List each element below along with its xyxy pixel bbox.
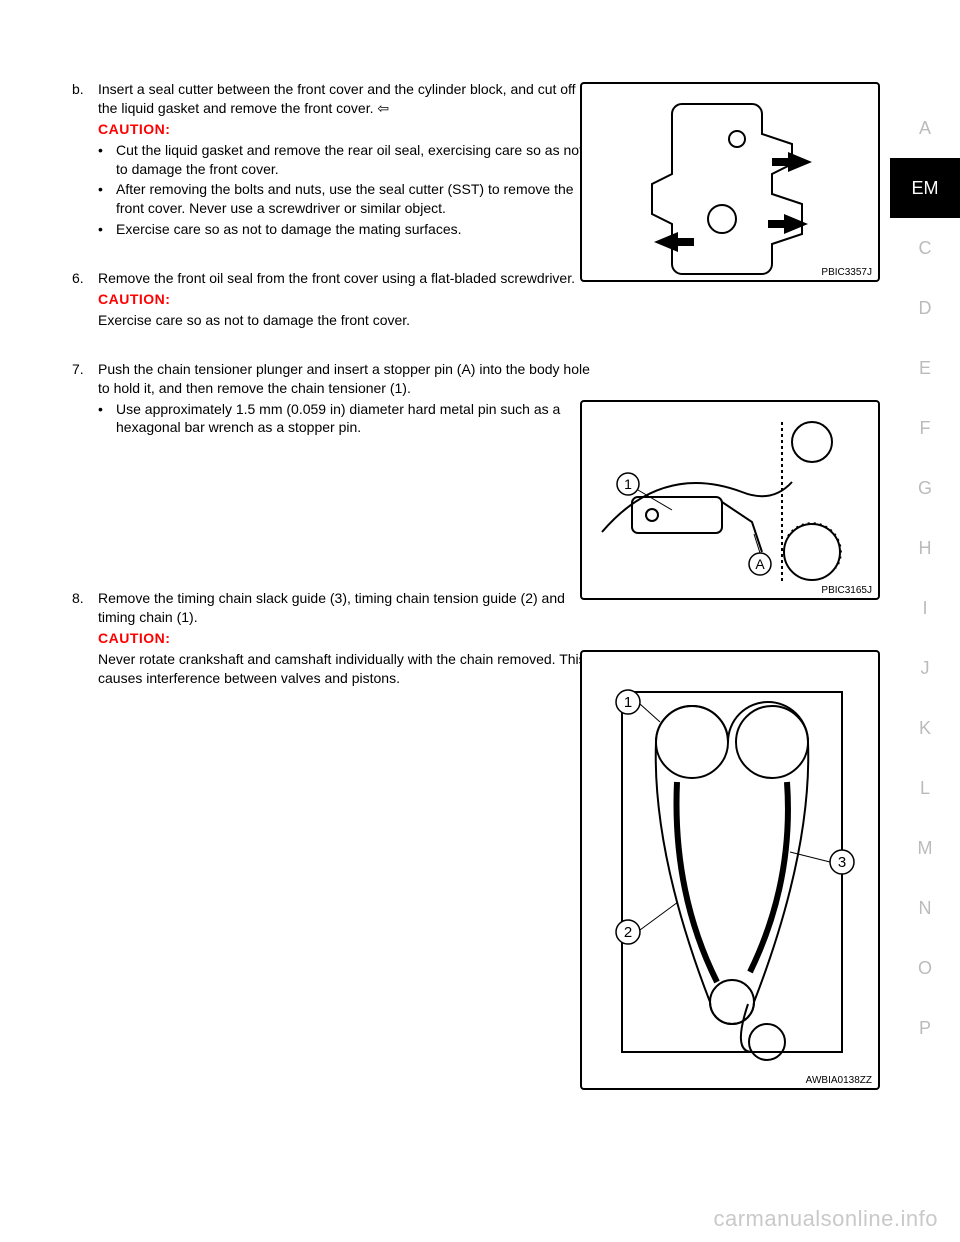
callout-a-label: A bbox=[755, 556, 765, 572]
page: A EM C D E F G H I J K L M N O P b. Inse… bbox=[0, 0, 960, 1242]
callout-chain-1: 1 bbox=[624, 694, 632, 711]
tab-l[interactable]: L bbox=[890, 758, 960, 818]
front-cover-diagram-icon bbox=[582, 84, 882, 284]
tab-j[interactable]: J bbox=[890, 638, 960, 698]
back-arrow-icon: ⇦ bbox=[377, 99, 389, 118]
bullet-icon: • bbox=[98, 220, 116, 239]
figure-timing-chain: 1 2 3 AWBIA0138ZZ bbox=[580, 650, 880, 1090]
tab-k[interactable]: K bbox=[890, 698, 960, 758]
step-8-marker: 8. bbox=[72, 589, 98, 627]
step-6-marker: 6. bbox=[72, 269, 98, 288]
tab-d[interactable]: D bbox=[890, 278, 960, 338]
figure-1-label: PBIC3357J bbox=[821, 267, 872, 278]
caution-2-label: CAUTION: bbox=[98, 290, 592, 309]
tab-o[interactable]: O bbox=[890, 938, 960, 998]
caution-1-item-3: Exercise care so as not to damage the ma… bbox=[116, 220, 592, 239]
tab-h[interactable]: H bbox=[890, 518, 960, 578]
step-7-text: Push the chain tensioner plunger and ins… bbox=[98, 360, 592, 398]
step-8-text: Remove the timing chain slack guide (3),… bbox=[98, 589, 592, 627]
watermark-text: carmanualsonline.info bbox=[713, 1206, 938, 1232]
tab-n[interactable]: N bbox=[890, 878, 960, 938]
tab-g[interactable]: G bbox=[890, 458, 960, 518]
content-column: b. Insert a seal cutter between the fron… bbox=[72, 80, 592, 690]
step-7-note: Use approximately 1.5 mm (0.059 in) diam… bbox=[116, 400, 592, 438]
caution-2-text: Exercise care so as not to damage the fr… bbox=[98, 311, 592, 330]
step-7-marker: 7. bbox=[72, 360, 98, 398]
bullet-icon: • bbox=[98, 400, 116, 438]
tab-i[interactable]: I bbox=[890, 578, 960, 638]
caution-1-item-2: After removing the bolts and nuts, use t… bbox=[116, 180, 592, 218]
tab-f[interactable]: F bbox=[890, 398, 960, 458]
figure-2-label: PBIC3165J bbox=[821, 585, 872, 596]
caution-1-label: CAUTION: bbox=[98, 120, 592, 139]
timing-chain-diagram-icon: 1 2 3 bbox=[582, 652, 882, 1092]
caution-1-item-1: Cut the liquid gasket and remove the rea… bbox=[116, 141, 592, 179]
step-6-text: Remove the front oil seal from the front… bbox=[98, 269, 592, 288]
caution-3-text: Never rotate crankshaft and camshaft ind… bbox=[98, 650, 592, 688]
chain-tensioner-diagram-icon: 1 A bbox=[582, 402, 882, 602]
step-b-text: Insert a seal cutter between the front c… bbox=[98, 80, 592, 118]
caution-3-label: CAUTION: bbox=[98, 629, 592, 648]
tab-em[interactable]: EM bbox=[890, 158, 960, 218]
tab-e[interactable]: E bbox=[890, 338, 960, 398]
bullet-icon: • bbox=[98, 141, 116, 179]
tab-a[interactable]: A bbox=[890, 98, 960, 158]
tab-c[interactable]: C bbox=[890, 218, 960, 278]
tab-p[interactable]: P bbox=[890, 998, 960, 1058]
figure-chain-tensioner: 1 A PBIC3165J bbox=[580, 400, 880, 600]
figure-3-label: AWBIA0138ZZ bbox=[806, 1075, 872, 1086]
callout-1-label: 1 bbox=[624, 476, 632, 492]
step-b-marker: b. bbox=[72, 80, 98, 118]
callout-guide-3: 3 bbox=[838, 854, 846, 871]
callout-guide-2: 2 bbox=[624, 924, 632, 941]
step-b-main: Insert a seal cutter between the front c… bbox=[98, 81, 576, 116]
figure-front-cover: PBIC3357J bbox=[580, 82, 880, 282]
bullet-icon: • bbox=[98, 180, 116, 218]
side-tab-bar: A EM C D E F G H I J K L M N O P bbox=[890, 98, 960, 1058]
tab-m[interactable]: M bbox=[890, 818, 960, 878]
